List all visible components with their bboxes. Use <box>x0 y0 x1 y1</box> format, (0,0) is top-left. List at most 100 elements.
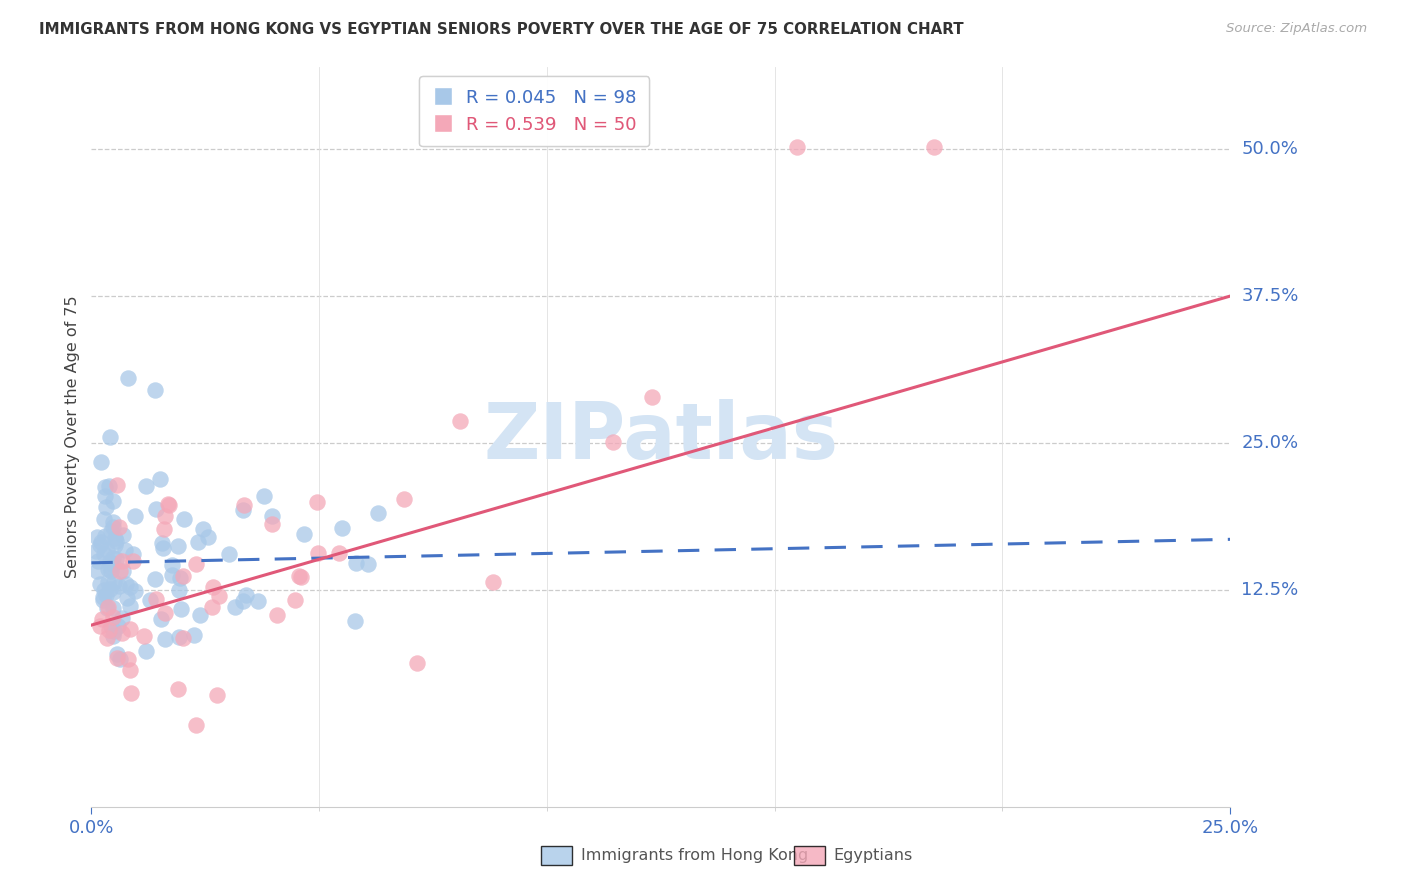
Point <box>328 546 350 560</box>
Point <box>602 434 624 449</box>
Point <box>169 583 191 598</box>
Point <box>122 547 145 561</box>
Point <box>94 500 117 515</box>
Point <box>100 555 122 569</box>
Point <box>367 506 389 520</box>
Point <box>145 591 167 606</box>
Point <box>357 557 380 571</box>
Point <box>155 607 177 621</box>
Point <box>207 688 229 702</box>
Point <box>115 577 138 591</box>
Point <box>98 430 121 444</box>
Point <box>153 632 176 646</box>
Point <box>183 628 205 642</box>
Point <box>167 631 190 645</box>
Point <box>97 574 120 589</box>
Point <box>235 589 257 603</box>
Point <box>104 552 127 566</box>
Text: Immigrants from Hong Kong: Immigrants from Hong Kong <box>581 848 808 863</box>
Point <box>101 520 124 534</box>
Point <box>93 547 115 561</box>
Point <box>107 619 129 633</box>
Text: 37.5%: 37.5% <box>1241 287 1299 305</box>
Point <box>481 575 503 590</box>
Point <box>332 521 354 535</box>
Point <box>160 567 183 582</box>
Point <box>172 569 194 583</box>
Point <box>103 629 125 643</box>
Point <box>145 502 167 516</box>
Point <box>93 511 115 525</box>
Point <box>184 557 207 571</box>
Point <box>87 554 110 568</box>
Y-axis label: Seniors Poverty Over the Age of 75: Seniors Poverty Over the Age of 75 <box>65 296 80 578</box>
Point <box>117 371 139 385</box>
Point <box>150 535 173 549</box>
Point <box>392 491 415 506</box>
Point <box>260 516 283 531</box>
Point <box>218 547 240 561</box>
Legend: R = 0.045   N = 98, R = 0.539   N = 50: R = 0.045 N = 98, R = 0.539 N = 50 <box>419 76 650 146</box>
Point <box>101 601 124 615</box>
Point <box>96 600 118 615</box>
Point <box>135 644 157 658</box>
Point <box>90 612 112 626</box>
Point <box>111 611 134 625</box>
Point <box>94 489 117 503</box>
Text: Source: ZipAtlas.com: Source: ZipAtlas.com <box>1226 22 1367 36</box>
Point <box>103 585 125 599</box>
Point <box>117 591 139 605</box>
Point <box>120 686 142 700</box>
Point <box>143 572 166 586</box>
Point <box>97 623 120 637</box>
Point <box>786 140 808 154</box>
Point <box>108 579 131 593</box>
Point <box>108 520 131 534</box>
Point <box>118 622 141 636</box>
Point <box>184 718 207 732</box>
Point <box>406 657 429 671</box>
Point <box>89 577 111 591</box>
Point <box>103 610 125 624</box>
Point <box>111 626 134 640</box>
Point <box>103 574 125 589</box>
Point <box>284 593 307 607</box>
Point <box>114 543 136 558</box>
Point <box>86 530 108 544</box>
Point <box>100 619 122 633</box>
Point <box>157 497 180 511</box>
Point <box>262 509 284 524</box>
Point <box>201 599 224 614</box>
Point <box>169 571 191 585</box>
Point <box>152 541 174 556</box>
Point <box>105 477 128 491</box>
Point <box>103 531 125 545</box>
Point <box>89 538 111 552</box>
Point <box>91 592 114 607</box>
Point <box>253 489 276 503</box>
Point <box>103 624 125 638</box>
Point <box>288 569 311 583</box>
Point <box>100 524 122 538</box>
Point <box>167 681 190 696</box>
Point <box>98 582 121 597</box>
Point <box>100 565 122 579</box>
Point <box>135 479 157 493</box>
Point <box>101 557 124 571</box>
Point <box>173 512 195 526</box>
Point <box>105 650 128 665</box>
Point <box>307 546 329 560</box>
Point <box>160 558 183 572</box>
Point <box>108 565 131 579</box>
Point <box>96 542 118 557</box>
Point <box>120 599 142 613</box>
Point <box>202 581 225 595</box>
Point <box>120 663 142 677</box>
Point <box>97 599 120 614</box>
Point <box>97 561 120 575</box>
Point <box>112 527 135 541</box>
Point <box>124 508 146 523</box>
Point <box>193 522 215 536</box>
Point <box>121 554 143 568</box>
Point <box>94 480 117 494</box>
